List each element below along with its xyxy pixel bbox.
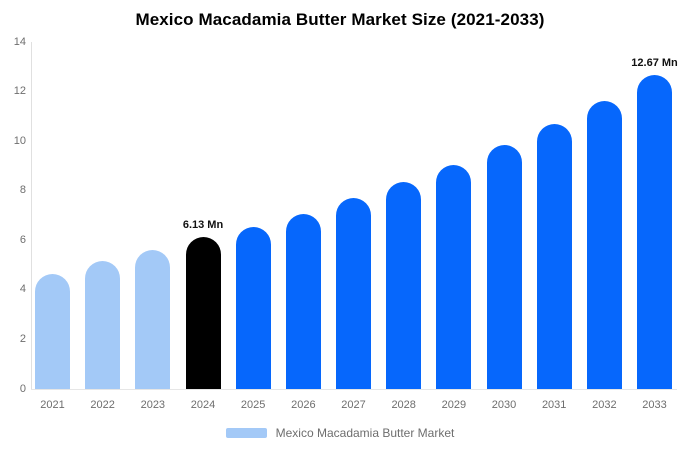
bar-2026[interactable]: [285, 214, 321, 389]
data-label-2024: 6.13 Mn: [182, 219, 224, 232]
bar-2023[interactable]: [135, 250, 171, 389]
bar-2028[interactable]: [386, 182, 422, 389]
bar-2033[interactable]: [637, 74, 673, 389]
y-tick-label-10: 10: [13, 134, 26, 147]
x-tick-label-2027: 2027: [341, 399, 366, 411]
x-tick-label-2023: 2023: [140, 399, 166, 411]
y-tick-label-8: 8: [19, 184, 26, 197]
bar-2021[interactable]: [35, 273, 70, 389]
y-tick-label-12: 12: [13, 85, 26, 98]
legend-label: Mexico Macadamia Butter Market: [275, 426, 455, 440]
x-tick-label-2032: 2032: [592, 399, 617, 411]
legend-item[interactable]: Mexico Macadamia Butter Market: [0, 426, 680, 440]
bar-2025[interactable]: [235, 226, 271, 389]
bar-2031[interactable]: [536, 123, 572, 389]
chart-title: Mexico Macadamia Butter Market Size (202…: [135, 10, 545, 29]
bar-2024[interactable]: [185, 237, 221, 389]
x-tick-label-2029: 2029: [441, 399, 467, 411]
y-tick-label-6: 6: [19, 233, 26, 246]
y-tick-label-14: 14: [13, 35, 26, 48]
x-tick-label-2021: 2021: [40, 399, 65, 411]
y-tick-label-2: 2: [19, 332, 26, 345]
x-tick-label-2031: 2031: [541, 399, 567, 411]
data-label-2033: 12.67 Mn: [631, 56, 678, 69]
x-axis-line: [31, 389, 677, 390]
bar-2027[interactable]: [336, 198, 372, 389]
x-tick-label-2022: 2022: [90, 399, 115, 411]
x-tick-label-2030: 2030: [491, 399, 517, 411]
x-tick-label-2028: 2028: [391, 399, 416, 411]
bar-2022[interactable]: [85, 261, 121, 389]
y-tick-label-4: 4: [19, 283, 26, 296]
y-axis-line: [31, 42, 32, 389]
bar-2029[interactable]: [436, 164, 472, 389]
legend-swatch: [225, 428, 267, 438]
bar-2032[interactable]: [586, 101, 622, 389]
bar-2030[interactable]: [486, 144, 522, 389]
x-tick-label-2025: 2025: [240, 399, 266, 411]
y-tick-label-0: 0: [19, 382, 26, 395]
x-tick-label-2026: 2026: [291, 399, 316, 411]
x-tick-label-2033: 2033: [642, 399, 667, 411]
x-tick-label-2024: 2024: [190, 399, 216, 411]
